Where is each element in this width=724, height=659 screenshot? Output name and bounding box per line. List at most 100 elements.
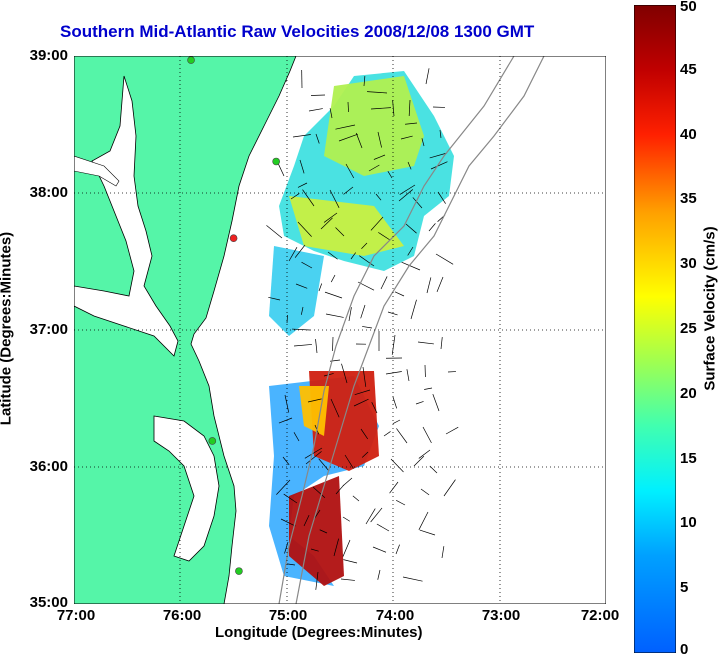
velocity-vector bbox=[370, 507, 383, 523]
velocity-vector bbox=[310, 548, 319, 552]
velocity-vector bbox=[432, 393, 440, 412]
velocity-vector bbox=[378, 232, 391, 241]
velocity-vector bbox=[413, 455, 425, 467]
y-tick-label: 38:00 bbox=[29, 184, 68, 201]
velocity-vector bbox=[277, 163, 285, 177]
velocity-vector bbox=[412, 197, 423, 209]
colorbar-tick-label: 0 bbox=[680, 641, 689, 658]
x-axis-label: Longitude (Degrees:Minutes) bbox=[215, 624, 423, 641]
velocity-vector bbox=[290, 193, 300, 200]
velocity-vector bbox=[365, 508, 376, 525]
y-axis-label: Latitude (Degrees:Minutes) bbox=[0, 231, 15, 426]
velocity-vector bbox=[362, 326, 373, 329]
velocity-vector bbox=[390, 458, 404, 473]
land-layer bbox=[74, 56, 297, 604]
y-tick-label: 37:00 bbox=[29, 321, 68, 338]
velocity-vector bbox=[335, 484, 345, 495]
velocity-patch bbox=[299, 386, 329, 436]
y-tick-label: 39:00 bbox=[29, 47, 68, 64]
velocity-vector bbox=[278, 417, 293, 424]
velocity-vector bbox=[396, 428, 408, 444]
velocity-vector bbox=[276, 479, 291, 495]
velocity-vector bbox=[297, 182, 308, 188]
velocity-vector bbox=[361, 242, 368, 249]
velocity-vector bbox=[324, 291, 343, 299]
velocity-vector bbox=[350, 252, 356, 260]
velocity-vector bbox=[295, 283, 308, 289]
velocity-vector bbox=[429, 465, 438, 474]
colorbar bbox=[634, 5, 676, 653]
velocity-vector bbox=[377, 569, 381, 580]
velocity-patch bbox=[289, 476, 344, 586]
velocity-vector bbox=[294, 244, 306, 258]
velocity-vector bbox=[293, 432, 300, 442]
potomac-river bbox=[74, 155, 120, 187]
velocity-vector bbox=[383, 431, 391, 437]
velocity-vector bbox=[392, 396, 398, 409]
velocity-vector bbox=[345, 163, 355, 179]
pamlico-sound bbox=[153, 415, 220, 562]
velocity-vector bbox=[418, 511, 429, 530]
velocity-vector bbox=[407, 161, 412, 170]
velocity-field-layer bbox=[266, 68, 459, 590]
velocity-vector bbox=[445, 426, 459, 435]
velocity-vector bbox=[429, 152, 448, 159]
y-tick-label: 35:00 bbox=[29, 594, 68, 611]
velocity-vector bbox=[421, 138, 425, 147]
velocity-vector bbox=[301, 261, 313, 269]
velocity-vector bbox=[425, 68, 430, 85]
colorbar-tick-label: 10 bbox=[680, 514, 697, 532]
y-tick-label: 36:00 bbox=[29, 458, 68, 475]
velocity-vector bbox=[420, 488, 430, 496]
velocity-vector bbox=[307, 398, 322, 403]
x-tick-label: 76:00 bbox=[162, 607, 202, 624]
velocity-vector bbox=[315, 571, 319, 590]
velocity-vector bbox=[280, 518, 296, 527]
velocity-vector bbox=[342, 516, 350, 522]
velocity-vector bbox=[292, 134, 311, 138]
velocity-vector bbox=[318, 283, 323, 292]
velocity-vector bbox=[348, 307, 352, 322]
velocity-vector bbox=[284, 394, 290, 413]
velocity-vector bbox=[338, 133, 358, 142]
velocity-vector bbox=[305, 451, 322, 465]
colorbar-tick-label: 15 bbox=[680, 449, 697, 467]
velocity-vector bbox=[372, 546, 387, 553]
velocity-vector bbox=[422, 426, 432, 444]
velocity-vector bbox=[341, 363, 348, 384]
velocity-vector bbox=[362, 366, 367, 387]
velocity-vector bbox=[282, 456, 290, 466]
radar-station-marker bbox=[229, 234, 238, 243]
map-title: Southern Mid-Atlantic Raw Velocities 200… bbox=[60, 22, 535, 41]
colorbar-tick-label: 5 bbox=[680, 579, 689, 597]
velocity-vector bbox=[443, 479, 456, 497]
chesapeake-bay bbox=[74, 75, 179, 357]
velocity-vector bbox=[312, 486, 326, 498]
velocity-vector bbox=[330, 274, 336, 283]
velocity-patch bbox=[269, 246, 324, 336]
velocity-map bbox=[74, 56, 606, 604]
velocity-vector bbox=[385, 371, 402, 375]
velocity-vector bbox=[417, 341, 434, 345]
velocity-vector bbox=[304, 447, 323, 459]
velocity-vector bbox=[315, 339, 318, 354]
velocity-vector bbox=[398, 189, 414, 202]
velocity-vector bbox=[391, 334, 396, 355]
velocity-vector bbox=[333, 538, 339, 557]
velocity-vector bbox=[371, 402, 378, 414]
colorbar-tick-label: 35 bbox=[680, 190, 697, 208]
velocity-vector bbox=[300, 306, 304, 315]
radar-station-marker bbox=[187, 56, 195, 64]
velocity-vector bbox=[330, 398, 340, 418]
x-tick-label: 74:00 bbox=[375, 607, 415, 624]
velocity-vector bbox=[329, 108, 333, 119]
velocity-vector bbox=[405, 122, 418, 125]
velocity-vector bbox=[361, 451, 369, 458]
velocity-vector bbox=[406, 369, 410, 382]
velocity-vector bbox=[435, 253, 454, 265]
velocity-vector bbox=[430, 161, 448, 170]
velocity-vector bbox=[424, 387, 433, 390]
velocity-vector bbox=[284, 541, 289, 554]
velocity-vector bbox=[335, 227, 345, 237]
velocity-vector bbox=[302, 189, 315, 207]
